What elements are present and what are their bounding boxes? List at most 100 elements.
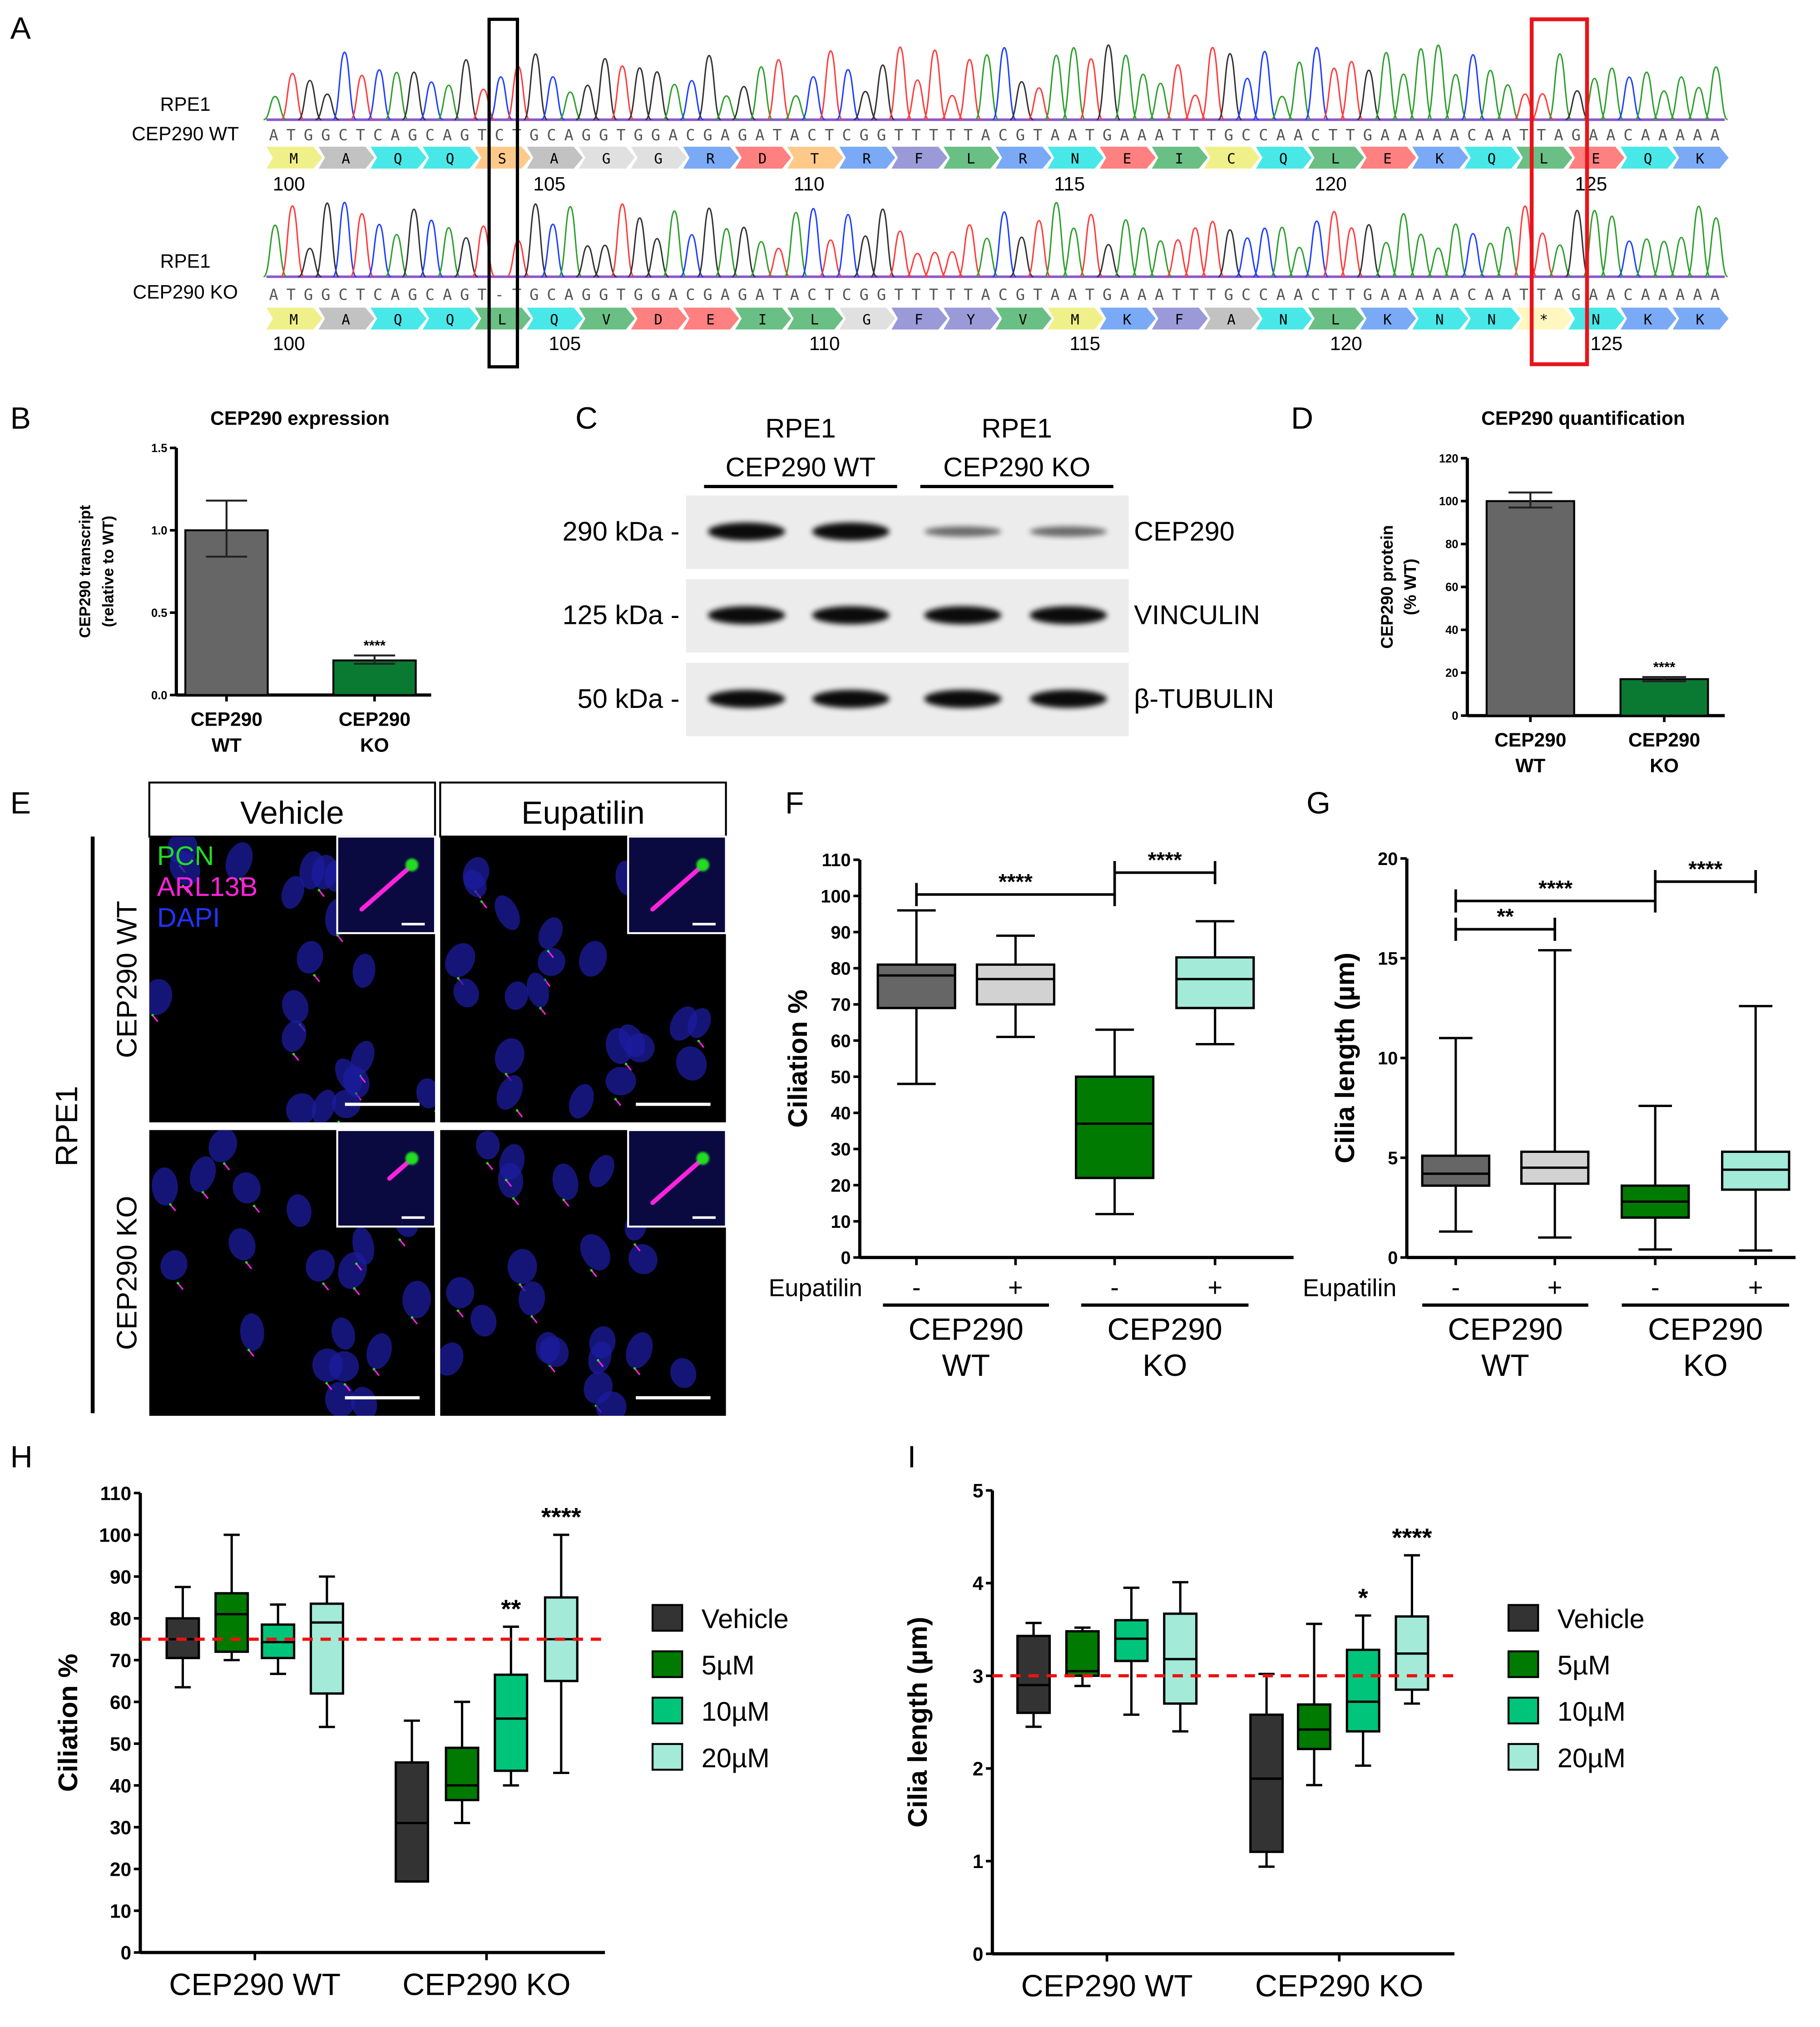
chromatogram-peak xyxy=(714,95,738,121)
chromatogram-peak xyxy=(1044,202,1069,277)
box-iqr xyxy=(494,1673,529,1772)
chromatogram-peak xyxy=(1409,48,1434,121)
significance-label: ** xyxy=(1497,905,1514,929)
amino-acid-chevron xyxy=(683,307,739,330)
blot-band xyxy=(707,606,786,624)
axes: 0 5 10 15 20 xyxy=(1378,849,1796,1268)
group-label: CEP290 WT xyxy=(1021,1968,1193,2003)
chromatogram-peak xyxy=(645,238,669,277)
nucleus xyxy=(618,1024,645,1057)
amino-acid-label: Y xyxy=(967,311,975,328)
chromatogram-peak xyxy=(1218,229,1242,277)
chromatogram-peak xyxy=(870,64,895,121)
chromatogram-peak xyxy=(350,74,374,121)
amino-acid-chevron xyxy=(1048,307,1104,330)
chromatogram-peak xyxy=(263,224,287,277)
amino-acid-label: R xyxy=(1019,151,1027,167)
panel-letter: D xyxy=(1291,401,1313,435)
amino-acid-chevron xyxy=(1308,307,1364,330)
x-category-label: CEP290 xyxy=(339,709,410,731)
chart-f: 0 10 20 30 40 50 60 70 80 90 100 110 Ciliation % - + - +… xyxy=(769,848,1294,1383)
amino-acid-chevron xyxy=(318,147,375,169)
amino-acid-chevron xyxy=(1099,147,1156,169)
cilium xyxy=(347,1418,352,1424)
chromatogram-peak xyxy=(1478,242,1503,277)
y-tick-label: 0 xyxy=(1452,710,1458,722)
y-tick-label: 80 xyxy=(110,1608,131,1630)
chromatogram-peak xyxy=(732,227,756,277)
amino-acid-chevron xyxy=(943,147,999,169)
panel-letter: A xyxy=(10,11,31,45)
centrosome xyxy=(614,1098,617,1101)
group-label: KO xyxy=(1683,1348,1728,1383)
chromatogram-peak xyxy=(1009,236,1034,277)
nucleus xyxy=(538,948,565,976)
chromatogram-trace xyxy=(263,202,1728,278)
panel-a-sequencing: RPE1 CEP290 WT ATGGCTCAGCAGTCTGCAGGTGGACGA… xyxy=(132,17,1729,369)
chromatogram-peak xyxy=(610,203,635,277)
chromatogram-peak xyxy=(819,239,843,277)
x-category-label: KO xyxy=(360,735,389,756)
y-axis-label: CEP290 transcript xyxy=(76,505,94,638)
amino-acid-chevron xyxy=(579,307,635,330)
centrosome xyxy=(355,1262,358,1265)
amino-acid-label: K xyxy=(1123,311,1132,328)
y-tick-label: 20 xyxy=(1378,849,1398,869)
centrosome xyxy=(486,1162,489,1165)
centrosome xyxy=(530,1315,533,1318)
chromatogram-peak xyxy=(1444,74,1468,121)
nucleus xyxy=(539,1336,569,1367)
amino-acid-label: N xyxy=(1435,311,1444,328)
amino-acid-label: Q xyxy=(394,151,402,167)
chromatogram-peak xyxy=(905,79,930,121)
nucleus xyxy=(351,1041,375,1075)
centrosome xyxy=(317,889,321,892)
x-category-label: CEP290 xyxy=(1494,730,1566,751)
y-tick-label: 40 xyxy=(1445,624,1458,637)
nucleus xyxy=(676,1046,707,1081)
chromatogram-peak xyxy=(1460,54,1485,121)
residue-position-number: 110 xyxy=(794,174,825,195)
amino-acid-chevron xyxy=(1464,147,1520,169)
y-axis-label: Cilia length (µm) xyxy=(1330,953,1360,1163)
cell-line-label: RPE1 xyxy=(49,1086,84,1167)
y-tick-label: 50 xyxy=(110,1734,131,1755)
bar xyxy=(184,529,269,696)
amino-acid-label: * xyxy=(1539,311,1548,328)
chromatogram-peak xyxy=(1496,84,1520,121)
treatment-sign: + xyxy=(1008,1273,1023,1302)
y-tick-label: 0 xyxy=(1388,1248,1398,1268)
chromatogram-peak xyxy=(541,223,565,277)
blot-band xyxy=(1029,526,1107,537)
box-iqr xyxy=(309,1602,344,1695)
centrosome xyxy=(504,1073,508,1076)
amino-acid-label: V xyxy=(1019,311,1027,328)
y-tick-label: 60 xyxy=(1445,581,1458,594)
micrograph xyxy=(149,836,436,1122)
blot-band xyxy=(1029,690,1107,708)
chromatogram-peak xyxy=(1686,87,1711,121)
nucleus xyxy=(312,1348,343,1382)
significance-label: **** xyxy=(1392,1523,1432,1552)
box-plot-vehicle xyxy=(395,1719,430,1883)
row-label-genotype: CEP290 WT xyxy=(132,124,239,145)
amino-acid-chevron xyxy=(318,307,375,330)
chromatogram-peak xyxy=(1322,211,1346,277)
cilium xyxy=(169,1204,176,1211)
y-tick-label: 80 xyxy=(831,959,851,979)
channel-label-dapi: DAPI xyxy=(157,902,220,933)
inset-box xyxy=(627,836,727,934)
chromatogram-peak xyxy=(1339,61,1364,121)
nucleus xyxy=(552,1163,579,1200)
nucleus xyxy=(445,943,475,978)
inset-cilium xyxy=(650,866,702,912)
amino-acid-label: Q xyxy=(1644,151,1652,167)
y-tick-label: 4 xyxy=(973,1573,984,1595)
chromatogram-peak xyxy=(888,46,913,121)
amino-acid-label: G xyxy=(862,311,871,328)
significance-label: ** xyxy=(501,1595,521,1624)
centrosome xyxy=(697,1039,700,1043)
nucleus xyxy=(416,1078,435,1108)
chart-title: CEP290 expression xyxy=(210,408,390,429)
chromatogram-peak xyxy=(593,244,617,277)
